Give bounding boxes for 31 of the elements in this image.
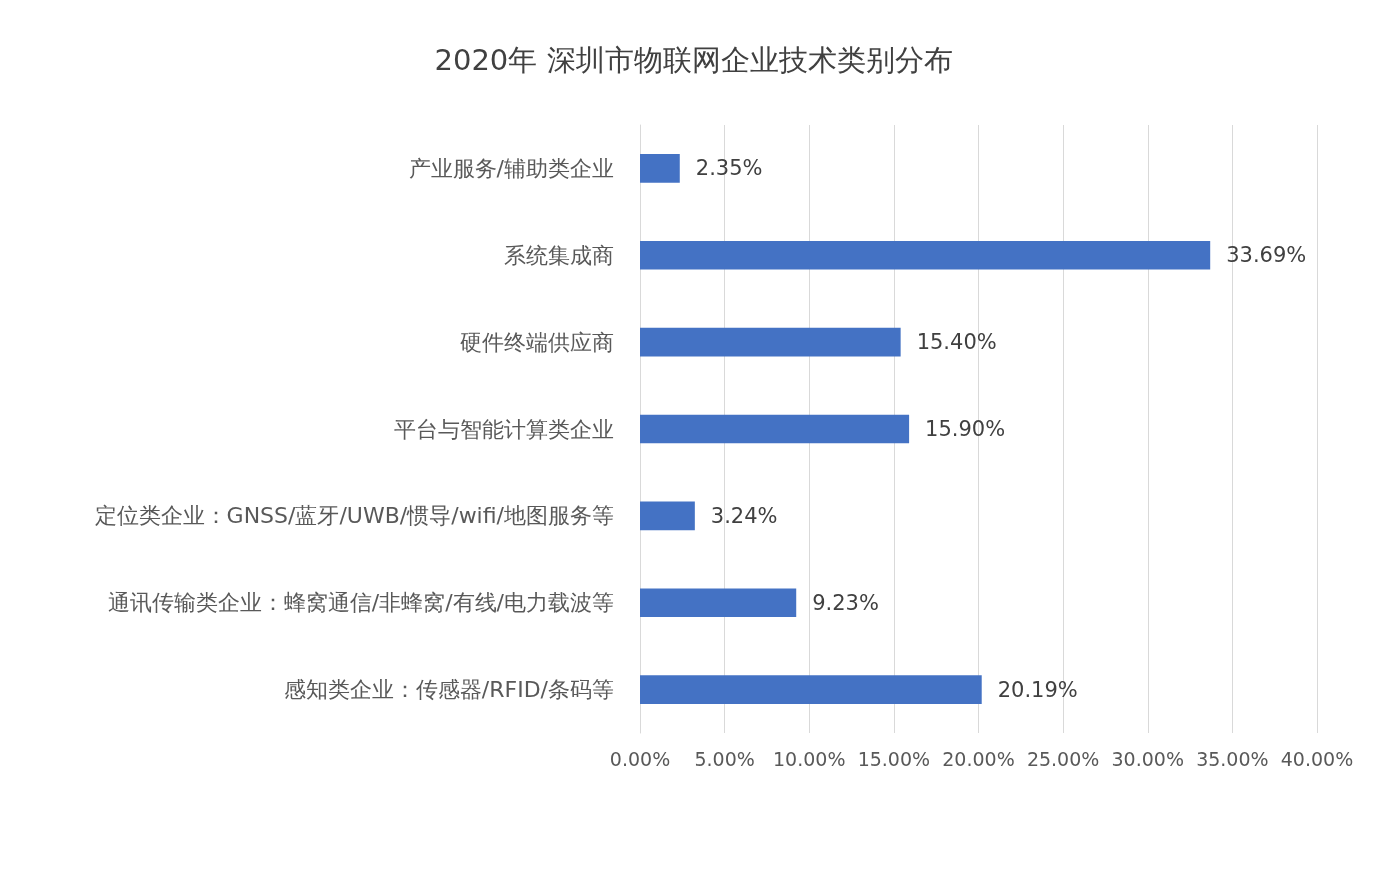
data-label: 2.35%	[695, 156, 763, 181]
x-tick-label: 10.00%	[773, 747, 846, 770]
x-tick-label: 5.00%	[694, 747, 755, 770]
x-tick-label: 25.00%	[1026, 747, 1100, 770]
x-tick-label: 40.00%	[1280, 747, 1354, 770]
x-tick-label: 35.00%	[1196, 747, 1269, 770]
bar	[640, 154, 680, 183]
data-label: 20.19%	[997, 677, 1078, 702]
y-tick-label: 系统集成商	[504, 242, 614, 268]
chart-title: 2020年 深圳市物联网企业技术类别分布	[434, 42, 953, 77]
y-tick-label: 硬件终端供应商	[460, 329, 614, 355]
data-label: 33.69%	[1226, 243, 1307, 268]
data-label: 3.24%	[710, 503, 778, 528]
data-label: 9.23%	[812, 590, 879, 615]
bar	[640, 588, 797, 618]
bar	[640, 327, 901, 357]
y-tick-label: 产业服务/辅助类企业	[408, 155, 614, 181]
bar	[640, 414, 910, 444]
x-tick-label: 30.00%	[1111, 747, 1184, 770]
y-tick-label: 平台与智能计算类企业	[394, 416, 614, 442]
bar	[640, 501, 695, 531]
x-tick-label: 0.00%	[609, 747, 671, 770]
bar	[640, 675, 982, 704]
x-tick-label: 20.00%	[942, 747, 1015, 770]
x-tick-label: 15.00%	[857, 747, 931, 770]
bar	[640, 240, 1211, 270]
data-label: 15.90%	[925, 417, 1006, 441]
data-label: 15.40%	[916, 330, 997, 355]
y-tick-label: 通讯传输类企业：蜂窝通信/非蜂窝/有线/电力载波等	[107, 590, 614, 616]
y-tick-label: 定位类企业：GNSS/蓝牙/UWB/惯导/wifi/地图服务等	[94, 503, 614, 529]
y-tick-label: 感知类企业：传感器/RFID/条码等	[283, 677, 614, 703]
